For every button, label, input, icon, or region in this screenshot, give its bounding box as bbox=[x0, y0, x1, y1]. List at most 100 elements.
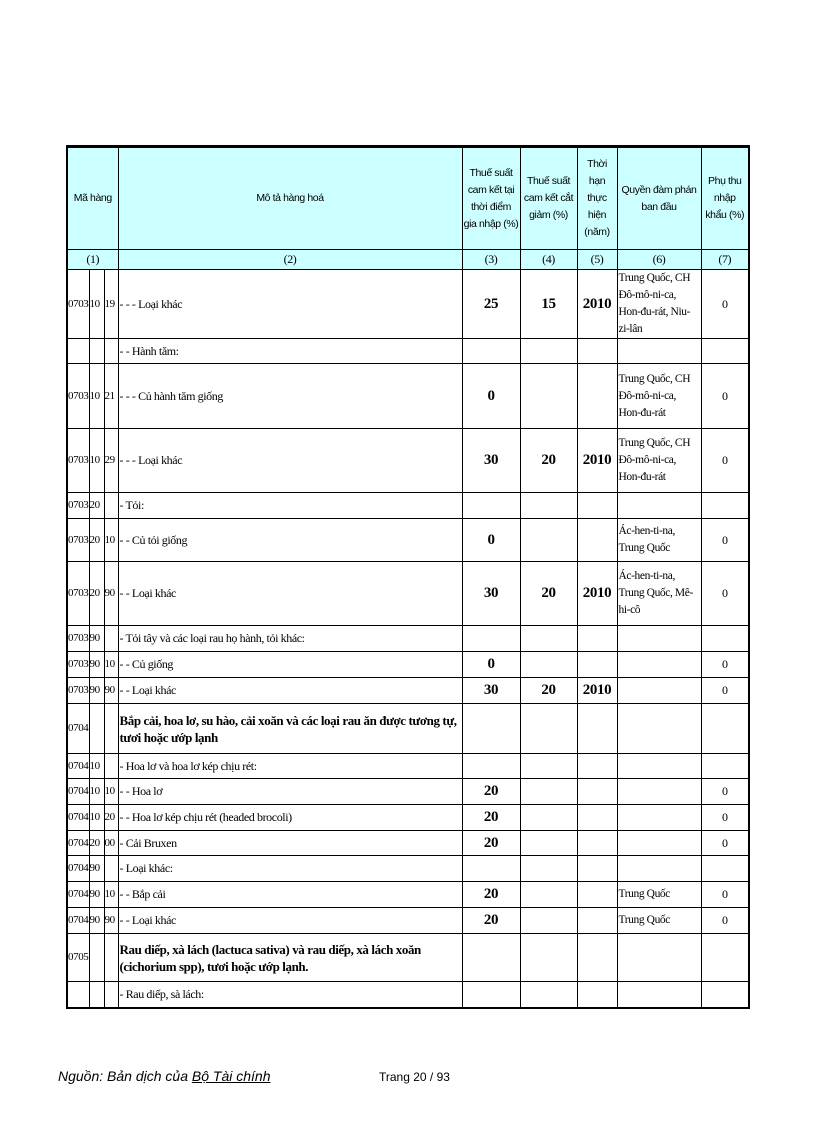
period: 2010 bbox=[576, 428, 618, 493]
description: Bắp cải, hoa lơ, su hào, cải xoăn và các… bbox=[117, 703, 463, 754]
header-period: Thời hạn thực hiện (năm) bbox=[576, 146, 618, 250]
period bbox=[576, 881, 618, 908]
table-row: 0704 90 - Loại khác: bbox=[66, 855, 750, 882]
rights: Trung Quốc bbox=[616, 907, 702, 934]
description: - - - Loại khác bbox=[117, 428, 463, 493]
code-heading: 10 bbox=[88, 428, 105, 493]
code-sub bbox=[103, 492, 119, 519]
code-chapter: 0703 bbox=[66, 269, 90, 339]
code-heading: 10 bbox=[88, 269, 105, 339]
table-row: - - Hành tăm: bbox=[66, 338, 750, 364]
rights bbox=[616, 651, 702, 678]
code-chapter: 0704 bbox=[66, 778, 90, 805]
code-heading: 90 bbox=[88, 625, 105, 652]
rights bbox=[616, 492, 702, 519]
period bbox=[576, 804, 618, 831]
rate-cut: 20 bbox=[519, 561, 578, 626]
rate-cut bbox=[519, 830, 578, 856]
surcharge: 0 bbox=[700, 778, 750, 805]
period bbox=[576, 363, 618, 429]
code-chapter: 0704 bbox=[66, 804, 90, 831]
rights bbox=[616, 778, 702, 805]
description: - - Loại khác bbox=[117, 561, 463, 626]
code-sub: 90 bbox=[103, 677, 119, 704]
code-heading bbox=[88, 981, 105, 1008]
rights bbox=[616, 981, 702, 1008]
code-heading: 90 bbox=[88, 881, 105, 908]
rate-join bbox=[461, 753, 521, 779]
code-heading: 10 bbox=[88, 778, 105, 805]
table-row: 0704 10 20- - Hoa lơ kép chịu rét (headed … bbox=[66, 804, 750, 831]
code-chapter: 0704 bbox=[66, 881, 90, 908]
description: - Tỏi: bbox=[117, 492, 463, 519]
period bbox=[576, 703, 618, 754]
description: - Rau diếp, sà lách: bbox=[117, 981, 463, 1008]
rate-cut bbox=[519, 881, 578, 908]
description: - - Hành tăm: bbox=[117, 338, 463, 364]
code-chapter bbox=[66, 981, 90, 1008]
col-number: (6) bbox=[616, 249, 702, 270]
period bbox=[576, 651, 618, 678]
description: - Cải Bruxen bbox=[117, 830, 463, 856]
code-chapter: 0703 bbox=[66, 518, 90, 562]
period bbox=[576, 830, 618, 856]
rate-join bbox=[461, 492, 521, 519]
description: - - Củ giống bbox=[117, 651, 463, 678]
rate-join: 20 bbox=[461, 830, 521, 856]
rate-join bbox=[461, 981, 521, 1008]
period bbox=[576, 855, 618, 882]
code-chapter: 0705 bbox=[66, 933, 90, 982]
period bbox=[576, 778, 618, 805]
code-sub bbox=[103, 981, 119, 1008]
rate-cut: 20 bbox=[519, 428, 578, 493]
rate-cut bbox=[519, 778, 578, 805]
code-chapter: 0704 bbox=[66, 907, 90, 934]
code-sub: 19 bbox=[103, 269, 119, 339]
rights bbox=[616, 677, 702, 704]
rights bbox=[616, 855, 702, 882]
code-chapter bbox=[66, 338, 90, 364]
rate-cut bbox=[519, 363, 578, 429]
rate-cut bbox=[519, 855, 578, 882]
rate-join: 20 bbox=[461, 881, 521, 908]
rights: Ác-hen-ti-na, Trung Quốc, Mê-hi-cô bbox=[616, 561, 702, 626]
rate-join: 0 bbox=[461, 518, 521, 562]
rights bbox=[616, 625, 702, 652]
description: - - - Loại khác bbox=[117, 269, 463, 339]
footer-source: Nguồn: Bản dịch của Bộ Tài chính bbox=[58, 1068, 270, 1084]
surcharge: 0 bbox=[700, 561, 750, 626]
header-rate-cut: Thuế suất cam kết cắt giảm (%) bbox=[519, 146, 578, 250]
surcharge bbox=[700, 625, 750, 652]
code-heading bbox=[88, 933, 105, 982]
surcharge: 0 bbox=[700, 907, 750, 934]
code-sub: 10 bbox=[103, 881, 119, 908]
header-surcharge: Phụ thu nhập khẩu (%) bbox=[700, 146, 750, 250]
table-row: 0703 10 21- - - Củ hành tăm giống 0 Trung Qu… bbox=[66, 363, 750, 429]
code-heading: 10 bbox=[88, 363, 105, 429]
table-row: 0704 20 00- Cải Bruxen 20 0 bbox=[66, 830, 750, 856]
code-heading: 10 bbox=[88, 804, 105, 831]
table-row: 0703 20 90- - Loại khác 30 20 2010 Ác-hen-ti-n… bbox=[66, 561, 750, 626]
col-number: (7) bbox=[700, 249, 750, 270]
rights: Trung Quốc, CH Đô-mô-ni-ca, Hon-đu-rát, … bbox=[616, 269, 702, 339]
source-prefix: Nguồn: Bản dịch của bbox=[58, 1068, 192, 1084]
rate-cut: 20 bbox=[519, 677, 578, 704]
code-heading: 20 bbox=[88, 561, 105, 626]
table-row: 0703 90 90- - Loại khác 30 20 2010 0 bbox=[66, 677, 750, 704]
rate-cut bbox=[519, 804, 578, 831]
rate-cut bbox=[519, 703, 578, 754]
table-row: 0704 90 90- - Loại khác 20 Trung Quốc 0 bbox=[66, 907, 750, 934]
code-sub: 21 bbox=[103, 363, 119, 429]
code-sub: 90 bbox=[103, 561, 119, 626]
code-chapter: 0703 bbox=[66, 492, 90, 519]
description: - - - Củ hành tăm giống bbox=[117, 363, 463, 429]
description: Rau diếp, xà lách (lactuca sativa) và ra… bbox=[117, 933, 463, 982]
description: - - Bắp cải bbox=[117, 881, 463, 908]
period: 2010 bbox=[576, 269, 618, 339]
surcharge bbox=[700, 981, 750, 1008]
surcharge bbox=[700, 492, 750, 519]
code-sub bbox=[103, 855, 119, 882]
col-number: (1) bbox=[66, 249, 119, 270]
source-org: Bộ Tài chính bbox=[191, 1068, 271, 1084]
surcharge: 0 bbox=[700, 677, 750, 704]
